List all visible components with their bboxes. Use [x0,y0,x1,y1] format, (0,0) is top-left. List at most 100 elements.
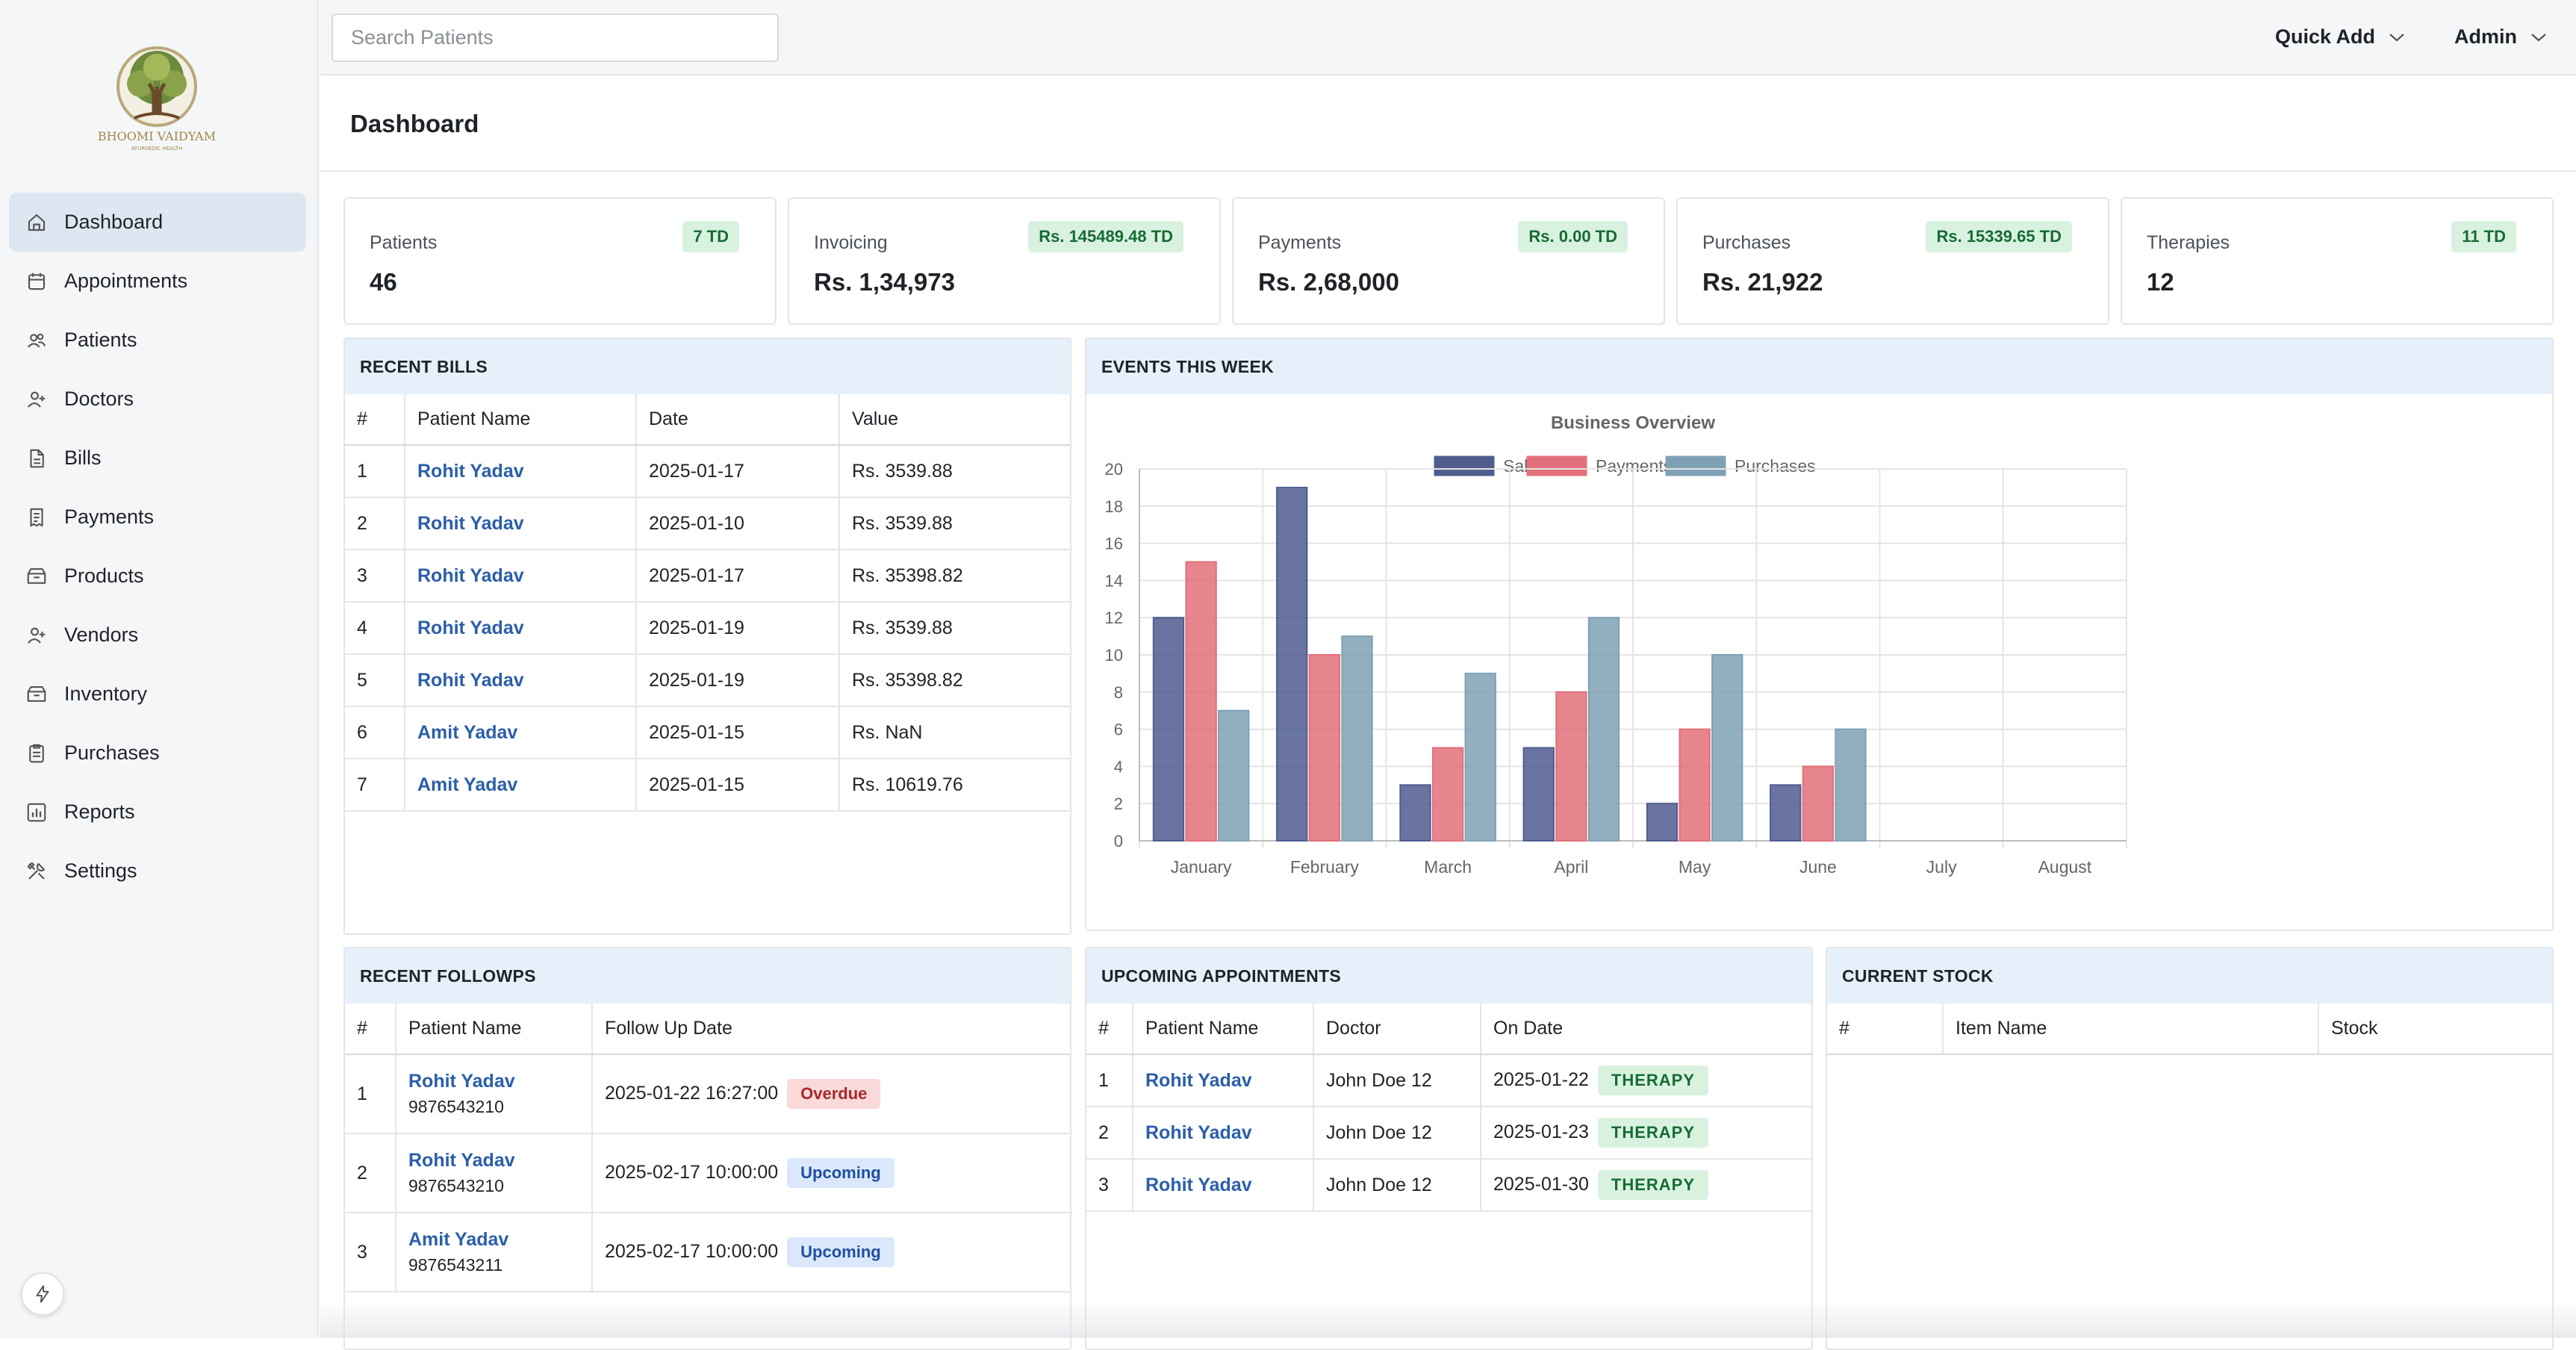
bill-value: Rs. 3539.88 [839,497,1070,550]
doctor-name: John Doe 12 [1313,1159,1481,1212]
patient-link[interactable]: Rohit Yadav [417,512,524,534]
row-number: 3 [345,550,405,603]
table-row: 4 Rohit Yadav 2025-01-19 Rs. 3539.88 [345,602,1070,655]
table-row: 1 Rohit Yadav John Doe 12 2025-01-22 THERAPY [1086,1054,1811,1107]
bill-date: 2025-01-19 [636,654,840,707]
appointment-date: 2025-01-22 [1493,1069,1589,1090]
search-input[interactable] [332,13,779,62]
events-panel: EVENTS THIS WEEK Business Overview Sales P… [1085,338,2554,931]
bolt-button[interactable] [21,1272,64,1316]
stock-table: # Item Name Stock [1827,1004,2552,1055]
bar-payments [1185,561,1217,842]
patient-link[interactable]: Amit Yadav [417,721,518,743]
y-tick-label: 16 [1105,535,1123,553]
x-tick-label: August [2038,857,2092,877]
table-row: 3 Rohit Yadav 2025-01-17 Rs. 35398.82 [345,550,1070,603]
legend-swatch [1526,455,1587,476]
legend-swatch [1434,455,1495,476]
patient-link[interactable]: Rohit Yadav [417,669,524,691]
table-row: 2 Rohit Yadav John Doe 12 2025-01-23 THERAPY [1086,1107,1811,1160]
sidebar-item-dashboard[interactable]: Dashboard [9,193,306,252]
sidebar-item-doctors[interactable]: Doctors [9,370,306,429]
patient-link[interactable]: Amit Yadav [417,774,518,795]
appointments-panel: UPCOMING APPOINTMENTS # Patient Name Doc… [1085,947,1813,1350]
patient-link[interactable]: Rohit Yadav [408,1150,515,1171]
sidebar-item-label: Doctors [64,388,134,410]
stat-card-invoicing[interactable]: Invoicing Rs. 1,34,973 Rs. 145489.48 TD [788,197,1221,325]
followup-date: 2025-02-17 10:00:00 [605,1162,779,1183]
bar-payments [1431,747,1464,842]
x-tick-label: March [1424,857,1472,877]
row-number: 3 [1086,1159,1133,1212]
stock-panel: CURRENT STOCK # Item Name Stock [1826,947,2554,1350]
stat-card-purchases[interactable]: Purchases Rs. 21,922 Rs. 15339.65 TD [1676,197,2109,325]
y-tick-label: 18 [1105,497,1123,516]
stat-label: Invoicing [814,232,888,253]
row-number: 6 [345,706,405,759]
sidebar-item-payments[interactable]: Payments [9,488,306,547]
stat-card-therapies[interactable]: Therapies 12 11 TD [2121,197,2554,325]
patient-link[interactable]: Rohit Yadav [1145,1174,1252,1195]
patient-link[interactable]: Rohit Yadav [408,1071,515,1092]
bar-payments [1679,728,1711,842]
sidebar-item-inventory[interactable]: Inventory [9,665,306,724]
sidebar-item-appointments[interactable]: Appointments [9,252,306,311]
scroll-fade [320,1299,2576,1338]
sidebar: BHOOMI VAIDYAM AYURVEDIC HEALTH Dashboar… [0,0,319,1338]
row-number: 1 [345,1054,396,1134]
row-number: 1 [345,445,405,498]
table-row: 2 Rohit Yadav 2025-01-10 Rs. 3539.88 [345,497,1070,550]
bar-purchases [1218,709,1250,842]
admin-dropdown[interactable]: Admin [2454,25,2547,49]
bar-chart-icon [27,803,46,821]
bar-purchases [1464,672,1496,842]
patient-link[interactable]: Rohit Yadav [1145,1122,1252,1143]
appointments-title: UPCOMING APPOINTMENTS [1086,948,1811,1004]
box-icon [27,685,46,702]
quick-add-dropdown[interactable]: Quick Add [2275,25,2405,49]
file-icon [30,449,44,467]
column-header: # [1086,1004,1133,1055]
sidebar-item-purchases[interactable]: Purchases [9,724,306,783]
row-number: 2 [1086,1107,1133,1160]
bill-value: Rs. 3539.88 [839,602,1070,655]
page-header: Dashboard [320,75,2576,172]
tools-icon [27,862,46,880]
sidebar-item-patients[interactable]: Patients [9,311,306,370]
table-row: 5 Rohit Yadav 2025-01-19 Rs. 35398.82 [345,654,1070,707]
sidebar-item-reports[interactable]: Reports [9,783,306,842]
column-header: Stock [2318,1004,2552,1055]
chevron-down-icon [2389,33,2404,41]
bill-date: 2025-01-19 [636,602,840,655]
stat-value: 12 [2147,268,2174,296]
type-badge: THERAPY [1597,1118,1709,1148]
patient-link[interactable]: Rohit Yadav [417,564,524,586]
patient-link[interactable]: Amit Yadav [408,1229,509,1250]
bar-purchases [1341,635,1373,842]
sidebar-item-products[interactable]: Products [9,547,306,606]
sidebar-item-bills[interactable]: Bills [9,429,306,488]
patient-link[interactable]: Rohit Yadav [417,617,524,638]
stat-card-payments[interactable]: Payments Rs. 2,68,000 Rs. 0.00 TD [1232,197,1665,325]
brand-name: BHOOMI VAIDYAM [98,129,216,143]
bar-purchases [1711,654,1743,842]
brand-logo[interactable]: BHOOMI VAIDYAM AYURVEDIC HEALTH [90,40,224,152]
status-badge: Overdue [787,1079,881,1109]
patient-link[interactable]: Rohit Yadav [417,460,524,482]
row-number: 4 [345,602,405,655]
doctor-name: John Doe 12 [1313,1107,1481,1160]
brand-tagline: AYURVEDIC HEALTH [131,146,183,152]
bill-value: Rs. NaN [839,706,1070,759]
row-number: 7 [345,759,405,812]
recent-bills-title: RECENT BILLS [345,339,1070,394]
stat-card-patients[interactable]: Patients 46 7 TD [343,197,777,325]
patient-link[interactable]: Rohit Yadav [1145,1069,1252,1091]
stat-badge: 11 TD [2451,221,2516,252]
type-badge: THERAPY [1597,1066,1709,1095]
sidebar-item-label: Purchases [64,741,160,764]
doctor-name: John Doe 12 [1313,1054,1481,1107]
lightning-icon [36,1285,49,1303]
sidebar-item-vendors[interactable]: Vendors [9,606,306,665]
sidebar-item-settings[interactable]: Settings [9,842,306,900]
